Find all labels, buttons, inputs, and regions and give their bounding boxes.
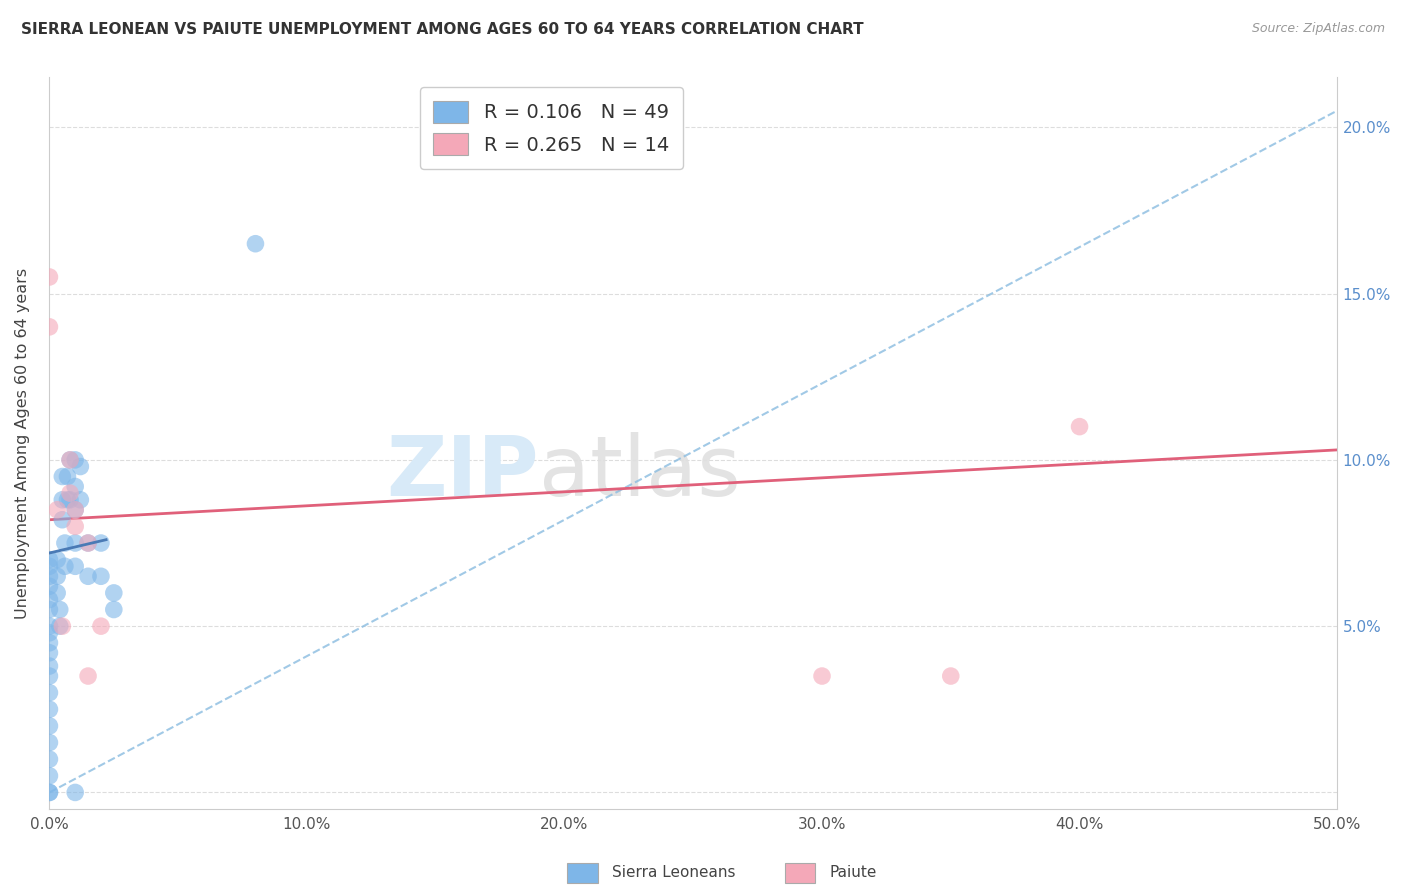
Point [38, 686, 60, 700]
Point [38, 646, 60, 660]
Point [59, 453, 82, 467]
Point [46, 569, 69, 583]
Point [63, 502, 86, 516]
Point [77, 669, 100, 683]
Point [38, 659, 60, 673]
Point [63, 519, 86, 533]
Point [77, 536, 100, 550]
Point [69, 492, 91, 507]
Point [77, 536, 100, 550]
Point [38, 625, 60, 640]
Point [77, 569, 100, 583]
Point [46, 586, 69, 600]
Point [38, 569, 60, 583]
Point [38, 270, 60, 285]
Point [38, 319, 60, 334]
Legend: R = 0.106   N = 49, R = 0.265   N = 14: R = 0.106 N = 49, R = 0.265 N = 14 [420, 87, 683, 169]
Point [56, 492, 79, 507]
Point [63, 453, 86, 467]
Point [90, 619, 112, 633]
Point [38, 735, 60, 749]
Point [38, 602, 60, 616]
Point [38, 552, 60, 566]
Point [90, 569, 112, 583]
Point [38, 636, 60, 650]
Point [53, 559, 76, 574]
Point [46, 502, 69, 516]
Point [38, 619, 60, 633]
Point [38, 752, 60, 766]
Point [38, 785, 60, 799]
Point [51, 513, 73, 527]
Point [38, 669, 60, 683]
Point [1069, 419, 1091, 434]
Point [38, 559, 60, 574]
Point [63, 785, 86, 799]
Text: Paiute: Paiute [830, 865, 877, 880]
Point [63, 479, 86, 493]
Point [59, 492, 82, 507]
Text: Source: ZipAtlas.com: Source: ZipAtlas.com [1251, 22, 1385, 36]
Point [939, 669, 962, 683]
Point [69, 459, 91, 474]
Point [48, 619, 70, 633]
Y-axis label: Unemployment Among Ages 60 to 64 years: Unemployment Among Ages 60 to 64 years [15, 268, 30, 619]
Point [56, 469, 79, 483]
Point [59, 486, 82, 500]
Point [51, 492, 73, 507]
Point [46, 552, 69, 566]
Point [811, 669, 834, 683]
Text: Sierra Leoneans: Sierra Leoneans [612, 865, 735, 880]
Point [38, 579, 60, 593]
Point [53, 536, 76, 550]
Point [38, 702, 60, 716]
Point [38, 769, 60, 783]
Point [51, 619, 73, 633]
Text: ZIP: ZIP [387, 432, 538, 513]
Point [63, 502, 86, 516]
Point [38, 719, 60, 733]
Point [245, 236, 267, 251]
Text: SIERRA LEONEAN VS PAIUTE UNEMPLOYMENT AMONG AGES 60 TO 64 YEARS CORRELATION CHAR: SIERRA LEONEAN VS PAIUTE UNEMPLOYMENT AM… [21, 22, 863, 37]
Point [38, 785, 60, 799]
Point [103, 586, 125, 600]
Point [38, 592, 60, 607]
Point [103, 602, 125, 616]
Point [63, 559, 86, 574]
Text: atlas: atlas [538, 432, 741, 513]
Point [48, 602, 70, 616]
Point [59, 453, 82, 467]
Point [90, 536, 112, 550]
Point [63, 536, 86, 550]
Point [51, 469, 73, 483]
